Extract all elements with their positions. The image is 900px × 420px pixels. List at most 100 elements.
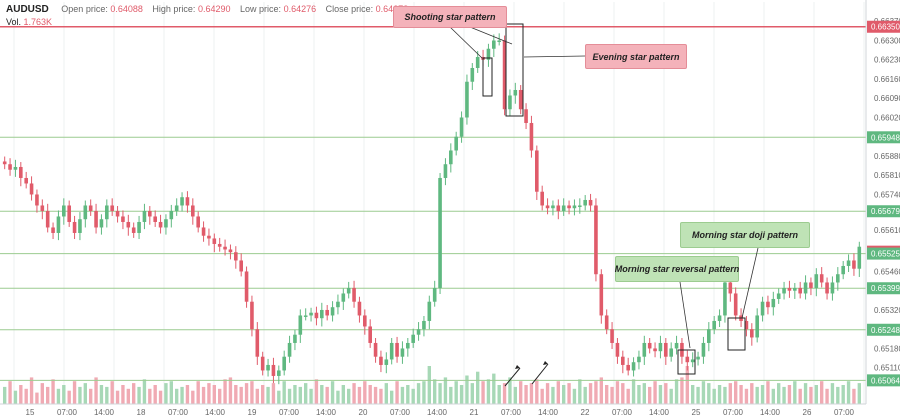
time-tick-label: 18 [137, 408, 146, 417]
volume-bar [121, 385, 125, 404]
candle-body [621, 356, 625, 365]
candle-body [115, 210, 120, 217]
candle-body [142, 210, 147, 222]
candle-body [852, 260, 856, 269]
candle-body [819, 274, 824, 283]
volume-bar [454, 381, 458, 404]
volume-bar [67, 390, 71, 404]
callout-pointer [469, 26, 513, 45]
volume-bar [406, 385, 410, 404]
volume-bar [615, 381, 620, 404]
candle-body [19, 166, 23, 178]
candle-body [599, 274, 604, 316]
candle-body [594, 205, 598, 275]
candle-body [389, 342, 394, 360]
time-tick-label: 15 [26, 408, 35, 417]
volume-bar [519, 381, 523, 404]
candle-body [191, 205, 195, 217]
candle-body [588, 199, 593, 206]
volume-bar [379, 388, 383, 404]
volume-bar [207, 383, 211, 404]
volume-bar [395, 381, 399, 404]
volume-bar [3, 386, 7, 404]
volume-bar [309, 388, 313, 404]
symbol-label[interactable]: AUDUSD [6, 4, 49, 15]
candle-body [857, 246, 862, 269]
price-axis[interactable]: 0.663700.663000.662300.661600.660900.660… [865, 0, 900, 404]
volume-bar [336, 390, 340, 404]
level-price-tag [867, 323, 900, 336]
volume-bar [664, 383, 668, 404]
candle-body [733, 293, 738, 316]
candle-body [712, 320, 716, 330]
candle-body [169, 210, 174, 220]
volume-bar [476, 371, 480, 404]
volume-bar [594, 381, 598, 404]
volume-bar [422, 381, 426, 404]
volume-bar [631, 379, 636, 404]
candle-body [88, 205, 93, 211]
candle-body [298, 315, 303, 335]
volume-bar [228, 377, 233, 404]
level-price-tag [867, 247, 900, 260]
candle-body [449, 150, 453, 165]
low-label: Low price: [240, 4, 282, 14]
pattern-box [505, 23, 524, 117]
candle-body [637, 356, 641, 363]
time-tick-label: 07:00 [501, 408, 522, 417]
candle-body [793, 287, 797, 291]
volume-bar [271, 383, 276, 404]
time-axis[interactable]: 15 07:00 14:00 18 07:00 14:00 19 07:00 14:00 20 07… [0, 403, 866, 417]
volume-bar [218, 388, 222, 404]
volume-bar [459, 385, 464, 404]
volume-bar [766, 381, 770, 404]
time-tick-label: 14:00 [205, 408, 226, 417]
volume-bar [411, 388, 415, 404]
candle-body [432, 287, 437, 302]
time-tick-label: 19 [248, 408, 257, 417]
volume-bar [347, 388, 351, 404]
pattern-markers [449, 23, 759, 387]
level-price-label: 0.65679 [871, 207, 900, 216]
volume-bar [814, 385, 818, 404]
candle-body [223, 246, 227, 250]
candle-body [2, 161, 7, 165]
volume-bar [287, 388, 292, 404]
volume-bar [787, 385, 792, 404]
volume-bar [502, 383, 507, 404]
volume-bar [341, 385, 345, 404]
level-price-tag [867, 374, 900, 387]
candle-body [825, 282, 829, 294]
candle-body [320, 309, 324, 319]
volume-bar [798, 388, 802, 404]
volume-bar [653, 381, 657, 404]
candle-body [470, 67, 475, 82]
candle-body [293, 334, 297, 343]
volume-bar [110, 381, 114, 404]
candle-body [508, 95, 512, 110]
candle-body [443, 164, 448, 178]
candle-body [303, 315, 308, 317]
candle-body [755, 315, 759, 338]
volume-bar [357, 386, 362, 404]
level-price-label: 0.65525 [871, 250, 900, 259]
volume-bar [481, 381, 485, 404]
candle-body [750, 329, 754, 338]
high-value: 0.64290 [197, 4, 231, 14]
volume-bar [465, 375, 469, 404]
candle-body [379, 356, 383, 365]
volume-bar [782, 386, 786, 404]
grid-lines [13, 2, 865, 404]
candle-body [94, 210, 98, 228]
candle-body [406, 342, 410, 349]
candle-body [62, 205, 66, 217]
volume-bar [545, 383, 550, 404]
volume-bar [443, 377, 448, 404]
candle-body [244, 271, 249, 302]
candle-body [642, 342, 647, 357]
candle-body [395, 342, 399, 357]
